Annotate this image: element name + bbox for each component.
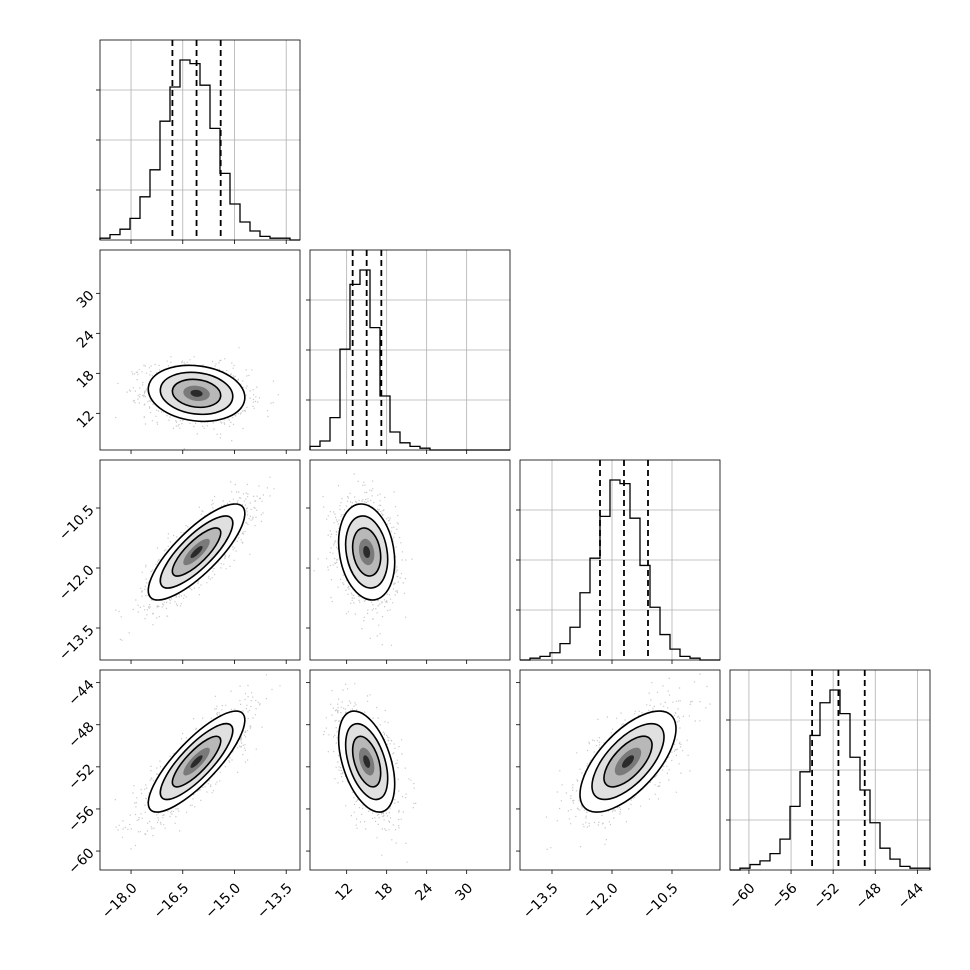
- y-tick-label: −60: [65, 845, 97, 877]
- histogram-panel-0: [96, 39, 301, 244]
- histogram-steps: [99, 59, 300, 241]
- y-tick-label: 24: [74, 328, 98, 352]
- y-tick-label: −44: [65, 677, 97, 709]
- x-tick-label: −60: [726, 880, 758, 912]
- panel-content: [313, 473, 413, 646]
- density-contour: [363, 545, 371, 558]
- panel-frame: [309, 669, 511, 871]
- x-tick-label: −13.5: [254, 880, 296, 922]
- density-contour: [363, 755, 371, 768]
- panel-frame: [519, 669, 721, 871]
- scatter-panel-2-0: [96, 459, 301, 664]
- panel-frame: [309, 459, 511, 661]
- y-tick-label: −52: [65, 761, 97, 793]
- x-tick-label: −10.5: [640, 880, 682, 922]
- panel-content: [115, 347, 279, 450]
- panel-frame: [99, 249, 301, 451]
- x-tick-label: −12.0: [580, 880, 622, 922]
- x-tick-label: −18.0: [99, 880, 141, 922]
- y-tick-label: −13.5: [56, 622, 98, 664]
- density-contour: [621, 755, 634, 768]
- panel-content: [322, 683, 417, 863]
- panel-content: [114, 674, 281, 850]
- histogram-panel-3: [726, 669, 931, 874]
- scatter-panel-1-0: [96, 249, 301, 454]
- scatter-panel-3-1: [306, 669, 511, 874]
- x-tick-label: 24: [412, 880, 436, 904]
- x-tick-label: −48: [853, 880, 885, 912]
- scatter-panel-2-1: [306, 459, 511, 664]
- x-tick-label: −44: [895, 880, 927, 912]
- histogram-panel-2: [516, 459, 721, 664]
- density-contour: [190, 546, 203, 559]
- panel-content: [115, 476, 275, 641]
- x-tick-label: −15.0: [202, 880, 244, 922]
- scatter-panel-3-0: [96, 669, 301, 874]
- density-contour: [190, 755, 203, 768]
- x-tick-label: 30: [452, 880, 476, 904]
- y-tick-label: −48: [65, 719, 97, 751]
- y-tick-label: 30: [74, 288, 98, 312]
- panel-frame: [99, 459, 301, 661]
- x-tick-label: −56: [768, 880, 800, 912]
- x-tick-label: 12: [332, 880, 356, 904]
- y-tick-label: −10.5: [56, 502, 98, 544]
- panel-content: [545, 673, 711, 850]
- x-tick-label: −16.5: [151, 880, 193, 922]
- y-tick-label: 12: [74, 408, 98, 432]
- y-tick-label: −56: [65, 803, 97, 835]
- x-tick-label: 18: [372, 880, 396, 904]
- x-tick-label: −52: [811, 880, 843, 912]
- histogram-panel-1: [306, 249, 511, 454]
- density-contour: [190, 389, 203, 397]
- panel-frame: [99, 669, 301, 871]
- y-tick-label: 18: [74, 368, 98, 392]
- y-tick-label: −12.0: [56, 562, 98, 604]
- histogram-steps: [520, 479, 720, 661]
- panel-bg: [310, 670, 510, 870]
- histogram-steps: [730, 689, 931, 871]
- x-tick-label: −13.5: [520, 880, 562, 922]
- scatter-panel-3-2: [516, 669, 721, 874]
